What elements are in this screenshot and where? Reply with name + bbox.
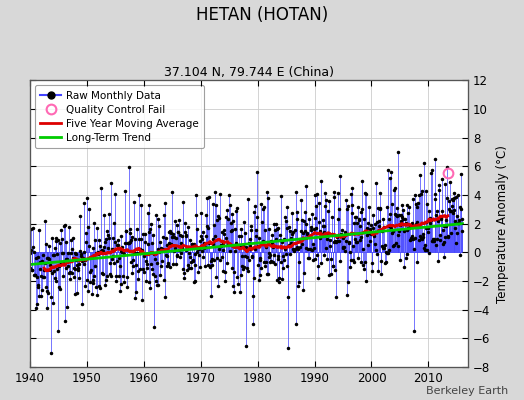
- Text: HETAN (HOTAN): HETAN (HOTAN): [196, 6, 328, 24]
- Y-axis label: Temperature Anomaly (°C): Temperature Anomaly (°C): [496, 145, 509, 302]
- Legend: Raw Monthly Data, Quality Control Fail, Five Year Moving Average, Long-Term Tren: Raw Monthly Data, Quality Control Fail, …: [35, 85, 204, 148]
- Text: Berkeley Earth: Berkeley Earth: [426, 386, 508, 396]
- Title: 37.104 N, 79.744 E (China): 37.104 N, 79.744 E (China): [164, 66, 334, 79]
